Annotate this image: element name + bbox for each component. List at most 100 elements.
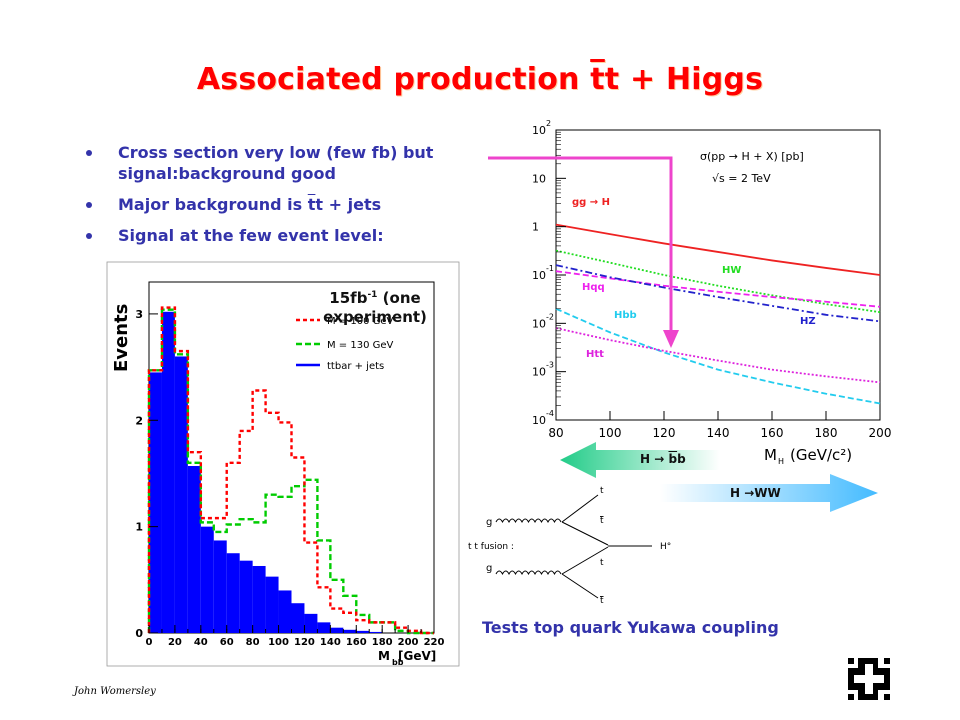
x-axis-label-unit: [GeV] xyxy=(398,649,436,663)
histogram-bar xyxy=(252,565,266,633)
histogram-bar xyxy=(187,466,201,633)
x-tick-label: 160 xyxy=(761,426,784,440)
feynman-label: t xyxy=(600,516,604,526)
histogram-bar xyxy=(278,590,292,633)
y-axis-label: Events xyxy=(111,304,132,372)
x-tick-label: 180 xyxy=(372,637,393,648)
histogram-bar xyxy=(226,553,240,633)
log-x-axis-label-sub: H xyxy=(778,457,784,466)
y-tick-label: 10 xyxy=(532,124,546,137)
series-label: Htt xyxy=(586,349,604,360)
pointer-arrowhead-icon xyxy=(663,330,679,348)
pointer-line xyxy=(488,156,673,340)
hz-curve xyxy=(555,264,881,323)
histogram-bar xyxy=(317,622,331,633)
feynman-label: H° xyxy=(660,542,671,552)
x-axis-label-sub: bb xyxy=(392,658,404,667)
quark-line xyxy=(561,521,609,546)
hbb-curve xyxy=(555,307,881,405)
x-tick-label: 180 xyxy=(815,426,838,440)
x-tick-label: 200 xyxy=(869,426,892,440)
h-to-ww-arrow-icon xyxy=(660,474,878,512)
luminosity-label: 15fb-1 (one experiment) xyxy=(323,289,427,326)
feynman-label: t xyxy=(600,486,604,496)
histogram-series-line xyxy=(147,308,434,635)
x-tick-label: 120 xyxy=(294,637,315,648)
y-tick-label: 10 xyxy=(532,317,546,330)
bullet-list: Cross section very low (few fb) but sign… xyxy=(86,142,486,256)
x-tick-label: 100 xyxy=(599,426,622,440)
y-tick-label: 10 xyxy=(532,172,546,185)
logo-part xyxy=(884,658,890,664)
log-plot-subtitle: √s = 2 TeV xyxy=(712,172,771,185)
y-tick-label: 0 xyxy=(135,627,143,640)
y-tick-label: 1 xyxy=(532,221,539,234)
histogram-bar xyxy=(304,613,318,633)
histogram-bar xyxy=(369,631,383,633)
feynman-label: t xyxy=(600,596,604,606)
x-tick-label: 220 xyxy=(424,637,445,648)
legend-label: ttbar + jets xyxy=(327,361,384,372)
x-tick-label: 120 xyxy=(653,426,676,440)
histogram-bar xyxy=(265,576,279,633)
arrow-right-label: H →WW xyxy=(730,486,781,500)
log-x-axis-label-unit: (GeV/c²) xyxy=(790,446,852,464)
h-to-bb-arrow-icon xyxy=(560,442,720,478)
x-tick-label: 160 xyxy=(346,637,367,648)
fermilab-logo-icon xyxy=(848,658,890,700)
series-label: Hqq xyxy=(582,282,605,293)
series-label: HW xyxy=(722,265,741,276)
y-tick-exponent: 2 xyxy=(546,119,551,128)
histogram-bar xyxy=(291,603,305,633)
feynman-label: g xyxy=(486,563,492,574)
caption: Tests top quark Yukawa coupling xyxy=(482,618,779,637)
x-tick-label: 20 xyxy=(168,637,182,648)
y-tick-label: 10 xyxy=(532,269,546,282)
y-tick-label: 1 xyxy=(135,521,143,534)
gluon-line xyxy=(495,518,562,524)
slide-title: Associated production tt + Higgs xyxy=(196,62,764,97)
bullet-item: Major background is tt + jets xyxy=(86,194,486,215)
hqq-curve xyxy=(555,270,881,308)
histogram-bar xyxy=(149,372,162,633)
gluon-line xyxy=(495,570,562,576)
histogram-bar xyxy=(356,630,370,633)
bullet-item: Signal at the few event level: xyxy=(86,225,486,246)
feynman-label: g xyxy=(486,517,492,528)
y-tick-label: 10 xyxy=(532,414,546,427)
histogram-bar xyxy=(200,526,214,633)
x-tick-label: 40 xyxy=(194,637,208,648)
logo-part xyxy=(848,658,854,664)
arrow-left-label: H → bb xyxy=(640,452,686,466)
histogram-bar xyxy=(161,311,175,633)
x-tick-label: 0 xyxy=(146,637,153,648)
series-label: gg → H xyxy=(572,197,610,208)
y-tick-exponent: -4 xyxy=(546,409,554,418)
series-label: HZ xyxy=(800,316,816,327)
y-tick-exponent: -2 xyxy=(546,312,554,321)
logo-part xyxy=(848,694,854,700)
histogram-series-line xyxy=(147,306,434,635)
y-tick-exponent: -3 xyxy=(546,361,554,370)
legend-label: M = 100 GeV xyxy=(327,316,394,327)
histogram-bar xyxy=(330,627,344,633)
histogram-bar xyxy=(174,356,188,633)
log-plot-title: σ(pp → H + X) [pb] xyxy=(700,150,804,163)
logo-part xyxy=(854,675,884,683)
y-tick-label: 10 xyxy=(532,366,546,379)
hw-curve xyxy=(555,249,881,314)
series-label: Hbb xyxy=(614,310,637,321)
bullet-item: Cross section very low (few fb) but sign… xyxy=(86,142,486,184)
feynman-label: t t fusion : xyxy=(468,542,514,552)
x-axis-label: M xyxy=(378,649,390,663)
x-tick-label: 140 xyxy=(320,637,341,648)
histogram-bar xyxy=(239,560,253,633)
y-tick-label: 2 xyxy=(135,414,143,427)
x-tick-label: 140 xyxy=(707,426,730,440)
quark-line xyxy=(561,494,599,523)
log-x-axis-label: M xyxy=(764,446,777,464)
quark-line xyxy=(561,546,609,575)
logo-part xyxy=(884,694,890,700)
y-tick-exponent: -1 xyxy=(546,264,554,273)
